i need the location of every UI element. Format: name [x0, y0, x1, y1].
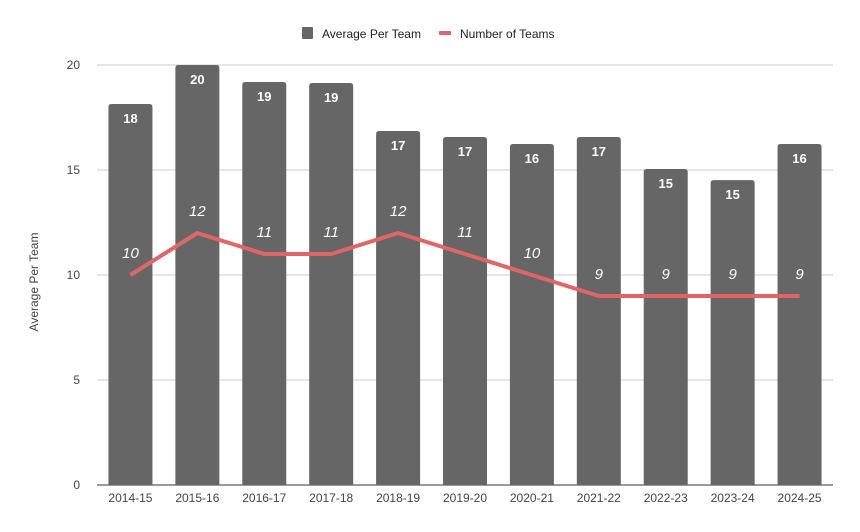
line-data-label: 10	[524, 245, 541, 262]
bar-data-label: 16	[525, 151, 539, 166]
bar	[643, 168, 688, 485]
y-tick-label: 5	[73, 373, 80, 387]
bar-data-label: 17	[391, 138, 405, 153]
bar	[175, 65, 220, 485]
line-data-label: 10	[122, 245, 139, 262]
line-data-label: 12	[390, 203, 407, 220]
bar	[509, 143, 554, 485]
bar-data-label: 17	[592, 144, 606, 159]
x-tick-label: 2018-19	[376, 491, 420, 505]
legend-swatch-line	[439, 31, 451, 35]
bar-data-label: 19	[257, 89, 271, 104]
line-data-label: 11	[256, 224, 272, 241]
x-tick-label: 2024-25	[778, 491, 822, 505]
x-tick-label: 2014-15	[108, 491, 152, 505]
bar	[576, 137, 621, 485]
bar	[777, 143, 822, 485]
bar	[376, 130, 421, 485]
legend-swatch-bar	[302, 27, 313, 39]
x-tick-label: 2019-20	[443, 491, 487, 505]
y-tick-label: 15	[67, 163, 81, 177]
x-tick-label: 2015-16	[175, 491, 219, 505]
bar	[443, 137, 487, 485]
bar	[242, 82, 287, 485]
bar	[710, 180, 755, 485]
bar-data-label: 17	[458, 144, 472, 159]
x-tick-label: 2016-17	[242, 491, 286, 505]
bar-data-label: 20	[190, 72, 204, 87]
y-axis-ticks: 0 5 10 15 20	[67, 58, 81, 492]
y-tick-label: 20	[67, 58, 81, 72]
bar-data-label: 16	[792, 151, 806, 166]
y-axis-label: Average Per Team	[27, 233, 41, 332]
bar-series: 18 20 19 19 17 17 16 17 15 15 16	[108, 65, 822, 485]
line-data-label: 11	[323, 224, 339, 241]
x-tick-label: 2023-24	[711, 491, 755, 505]
x-tick-label: 2017-18	[309, 491, 353, 505]
legend-label-line: Number of Teams	[460, 27, 554, 41]
line-data-label: 9	[662, 266, 671, 283]
bar	[108, 104, 153, 485]
x-axis-ticks: 2014-15 2015-16 2016-17 2017-18 2018-19 2019-…	[108, 491, 821, 505]
bar-data-label: 19	[324, 90, 338, 105]
line-data-label: 11	[457, 224, 473, 241]
bar-data-label: 18	[123, 111, 137, 126]
legend-label-bar: Average Per Team	[322, 27, 421, 41]
line-series: 10 12 11 11 12 11 10 9 9 9 9	[122, 203, 804, 298]
bar-data-label: 15	[658, 176, 672, 191]
x-tick-label: 2022-23	[644, 491, 688, 505]
line-data-label: 9	[728, 266, 737, 283]
bar	[309, 83, 354, 485]
y-tick-label: 10	[67, 268, 81, 282]
line-data-label: 12	[189, 203, 206, 220]
y-tick-label: 0	[73, 478, 80, 492]
line-data-label: 9	[595, 266, 604, 283]
bar-data-label: 15	[725, 187, 739, 202]
legend: Average Per Team Number of Teams	[302, 27, 554, 41]
line-data-label: 9	[795, 266, 804, 283]
x-tick-label: 2020-21	[510, 491, 554, 505]
x-tick-label: 2021-22	[577, 491, 621, 505]
